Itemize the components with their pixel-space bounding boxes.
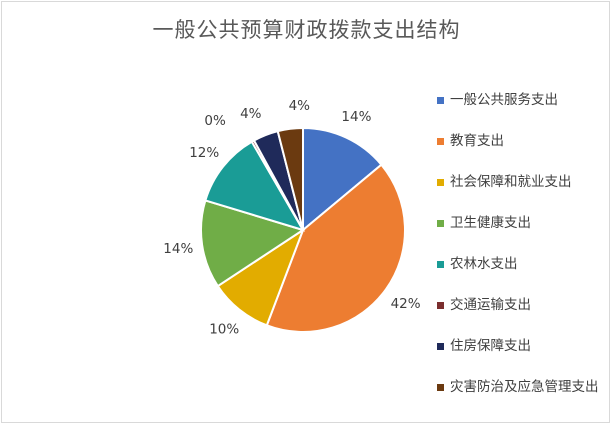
data-label-8: 4% xyxy=(289,98,311,114)
pie-slice-2 xyxy=(265,163,406,333)
legend-label: 农林水支出 xyxy=(450,256,518,272)
legend-label: 一般公共服务支出 xyxy=(450,92,558,108)
legend-label: 社会保障和就业支出 xyxy=(450,174,572,190)
legend-item: 教育支出 xyxy=(437,133,607,174)
legend-label: 卫生健康支出 xyxy=(450,215,531,231)
data-label-6: 0% xyxy=(204,113,226,129)
legend-label: 交通运输支出 xyxy=(450,297,531,313)
legend-item: 社会保障和就业支出 xyxy=(437,174,607,215)
pie-slice-5 xyxy=(204,140,306,232)
legend-swatch xyxy=(437,138,444,145)
legend-swatch xyxy=(437,261,444,268)
data-label-3: 10% xyxy=(209,321,239,337)
chart-title: 一般公共预算财政拨款支出结构 xyxy=(152,18,461,42)
legend-item: 灾害防治及应急管理支出 xyxy=(437,379,607,420)
legend-swatch xyxy=(437,343,444,350)
legend-item: 卫生健康支出 xyxy=(437,215,607,256)
data-label-4: 14% xyxy=(163,241,193,257)
pie-slice-8 xyxy=(276,126,304,231)
data-label-5: 12% xyxy=(189,145,219,161)
legend-label: 灾害防治及应急管理支出 xyxy=(450,379,599,395)
legend-swatch xyxy=(437,220,444,227)
legend-swatch xyxy=(437,97,444,104)
pie-slice-1 xyxy=(302,126,383,233)
legend-item: 农林水支出 xyxy=(437,256,607,297)
legend-swatch xyxy=(437,384,444,391)
legend-label: 住房保障支出 xyxy=(450,338,531,354)
data-label-2: 42% xyxy=(391,296,421,312)
data-label-1: 14% xyxy=(341,109,371,125)
legend-item: 交通运输支出 xyxy=(437,297,607,338)
legend-label: 教育支出 xyxy=(450,133,504,149)
legend-swatch xyxy=(437,302,444,309)
legend-item: 住房保障支出 xyxy=(437,338,607,379)
legend-swatch xyxy=(437,179,444,186)
data-label-7: 4% xyxy=(240,106,262,122)
chart-legend: 一般公共服务支出 教育支出社会保障和就业支出 卫生健康支出 农林水支出交通运输支出 住房… xyxy=(437,92,607,420)
pie-slice-4 xyxy=(200,199,306,288)
legend-item: 一般公共服务支出 xyxy=(437,92,607,133)
